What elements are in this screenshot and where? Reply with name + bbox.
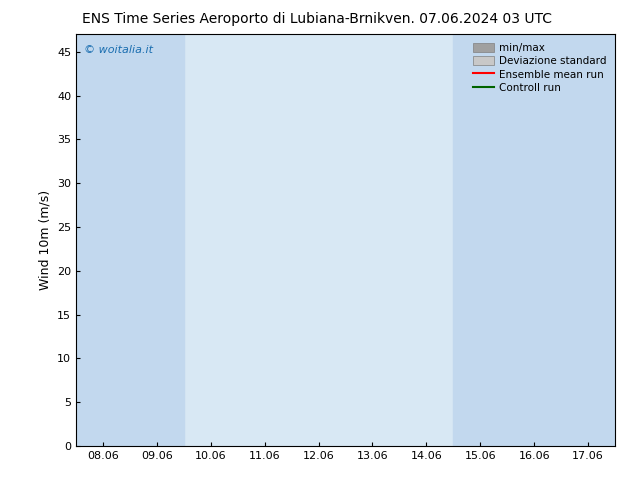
Bar	[76, 34, 130, 446]
Bar	[453, 34, 507, 446]
Bar	[507, 34, 561, 446]
Text: ven. 07.06.2024 03 UTC: ven. 07.06.2024 03 UTC	[385, 12, 552, 26]
Bar	[561, 34, 615, 446]
Bar	[130, 34, 184, 446]
Y-axis label: Wind 10m (m/s): Wind 10m (m/s)	[39, 190, 51, 290]
Legend: min/max, Deviazione standard, Ensemble mean run, Controll run: min/max, Deviazione standard, Ensemble m…	[470, 40, 610, 96]
Text: ENS Time Series Aeroporto di Lubiana-Brnik: ENS Time Series Aeroporto di Lubiana-Brn…	[82, 12, 385, 26]
Text: © woitalia.it: © woitalia.it	[84, 45, 153, 54]
